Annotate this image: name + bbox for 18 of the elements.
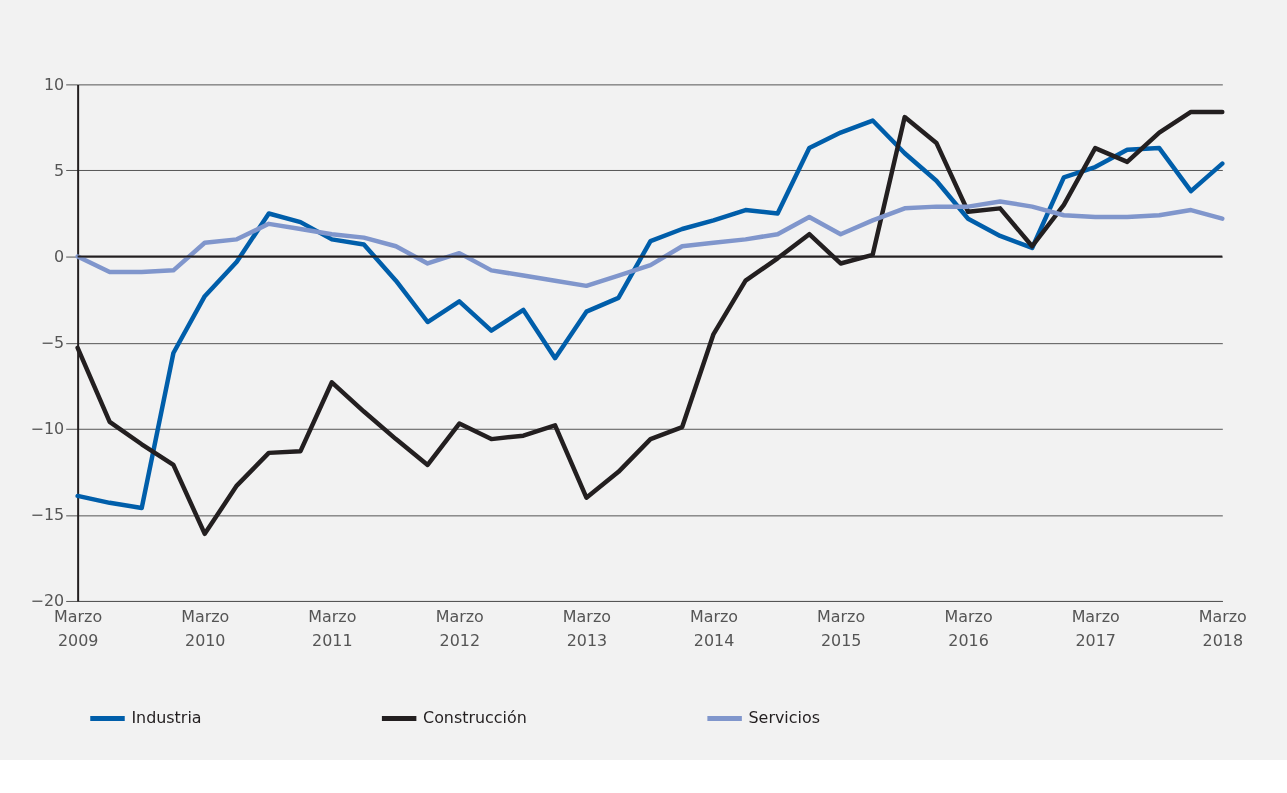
y-tick-label: 0 (54, 247, 65, 267)
y-tick-label: −15 (30, 505, 65, 525)
legend-label: Construcción (423, 708, 527, 728)
legend-label: Servicios (748, 708, 820, 728)
y-tick-label: −5 (40, 333, 65, 353)
x-tick-label: Marzo 2013 (562, 607, 611, 651)
y-tick-label: 5 (54, 160, 65, 180)
x-tick-label: Marzo 2012 (435, 607, 484, 651)
x-tick-label: Marzo 2018 (1198, 607, 1247, 651)
legend-label: Industria (131, 708, 202, 728)
x-tick-label: Marzo 2014 (689, 607, 739, 651)
y-tick-label: 10 (43, 74, 65, 94)
x-tick-label: Marzo 2010 (181, 607, 230, 651)
x-tick-label: Marzo 2016 (944, 607, 993, 651)
x-tick-label: Marzo 2011 (308, 607, 357, 651)
x-tick-label: Marzo 2015 (817, 607, 866, 651)
y-tick-label: −10 (30, 419, 65, 439)
x-tick-label: Marzo 2017 (1071, 607, 1120, 651)
